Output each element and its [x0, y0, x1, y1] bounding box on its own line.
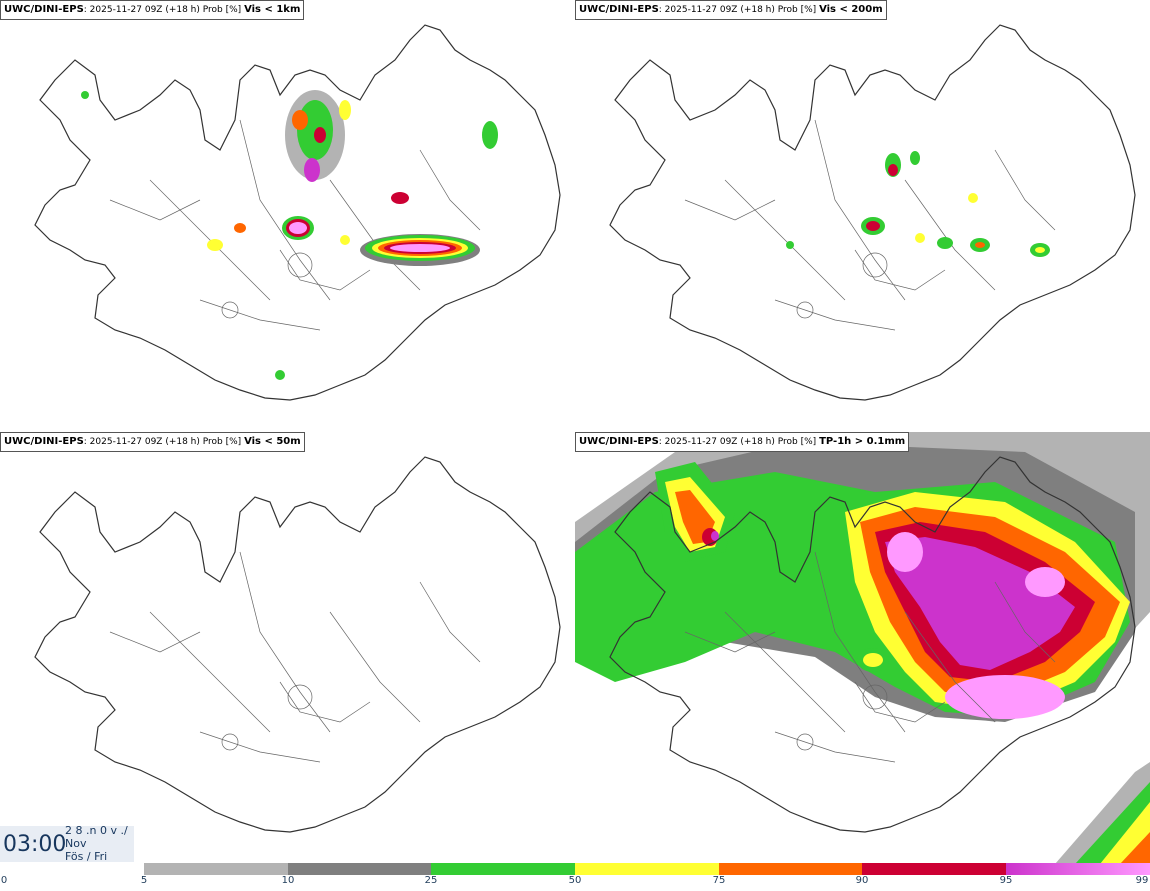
legend-tick: 99 — [1135, 875, 1149, 886]
legend-tick: 90 — [855, 875, 869, 886]
legend-tick: 75 — [712, 875, 726, 886]
panel-vis-200m: UWC/DINI-EPS: 2025-11-27 09Z (+18 h) Pro… — [575, 0, 1150, 432]
color-legend: 0 5 10 25 50 75 90 95 99 — [0, 862, 1150, 891]
legend-tick: 25 — [424, 875, 438, 886]
legend-tick: 95 — [999, 875, 1013, 886]
map-tp-1h — [575, 432, 1150, 864]
prob-field — [786, 151, 1050, 257]
panel-vis-1km: UWC/DINI-EPS: 2025-11-27 09Z (+18 h) Pro… — [0, 0, 575, 432]
map-vis-50m — [34, 456, 561, 833]
map-vis-200m — [609, 24, 1136, 401]
panel-title: UWC/DINI-EPS: 2025-11-27 09Z (+18 h) Pro… — [575, 0, 887, 20]
legend-seg-95-99 — [1006, 863, 1150, 875]
legend-tick: 50 — [568, 875, 582, 886]
panel-title: UWC/DINI-EPS: 2025-11-27 09Z (+18 h) Pro… — [0, 0, 305, 20]
panel-tp-1h: UWC/DINI-EPS: 2025-11-27 09Z (+18 h) Pro… — [575, 432, 1150, 864]
valid-time-box: 03:00 2 8 .n 0 v ./ Nov Fös / Fri — [0, 826, 134, 862]
legend-seg-90-95 — [862, 863, 1006, 875]
legend-seg-10-25 — [288, 863, 431, 875]
legend-seg-50-75 — [575, 863, 719, 875]
legend-seg-0-5 — [0, 863, 144, 875]
panel-vis-50m: UWC/DINI-EPS: 2025-11-27 09Z (+18 h) Pro… — [0, 432, 575, 864]
prob-field — [81, 90, 498, 380]
panel-title: UWC/DINI-EPS: 2025-11-27 09Z (+18 h) Pro… — [0, 432, 305, 452]
valid-date: 2 8 .n 0 v ./ Nov Fös / Fri — [65, 826, 128, 862]
panel-title: UWC/DINI-EPS: 2025-11-27 09Z (+18 h) Pro… — [575, 432, 910, 452]
map-vis-1km — [34, 24, 561, 401]
legend-seg-5-10 — [144, 863, 288, 875]
legend-tick: 10 — [281, 875, 295, 886]
legend-seg-75-90 — [719, 863, 862, 875]
legend-seg-25-50 — [431, 863, 575, 875]
precip-field — [575, 432, 1150, 864]
legend-tick: 0 — [0, 875, 8, 886]
legend-tick: 5 — [140, 875, 148, 886]
valid-time: 03:00 — [3, 832, 67, 857]
